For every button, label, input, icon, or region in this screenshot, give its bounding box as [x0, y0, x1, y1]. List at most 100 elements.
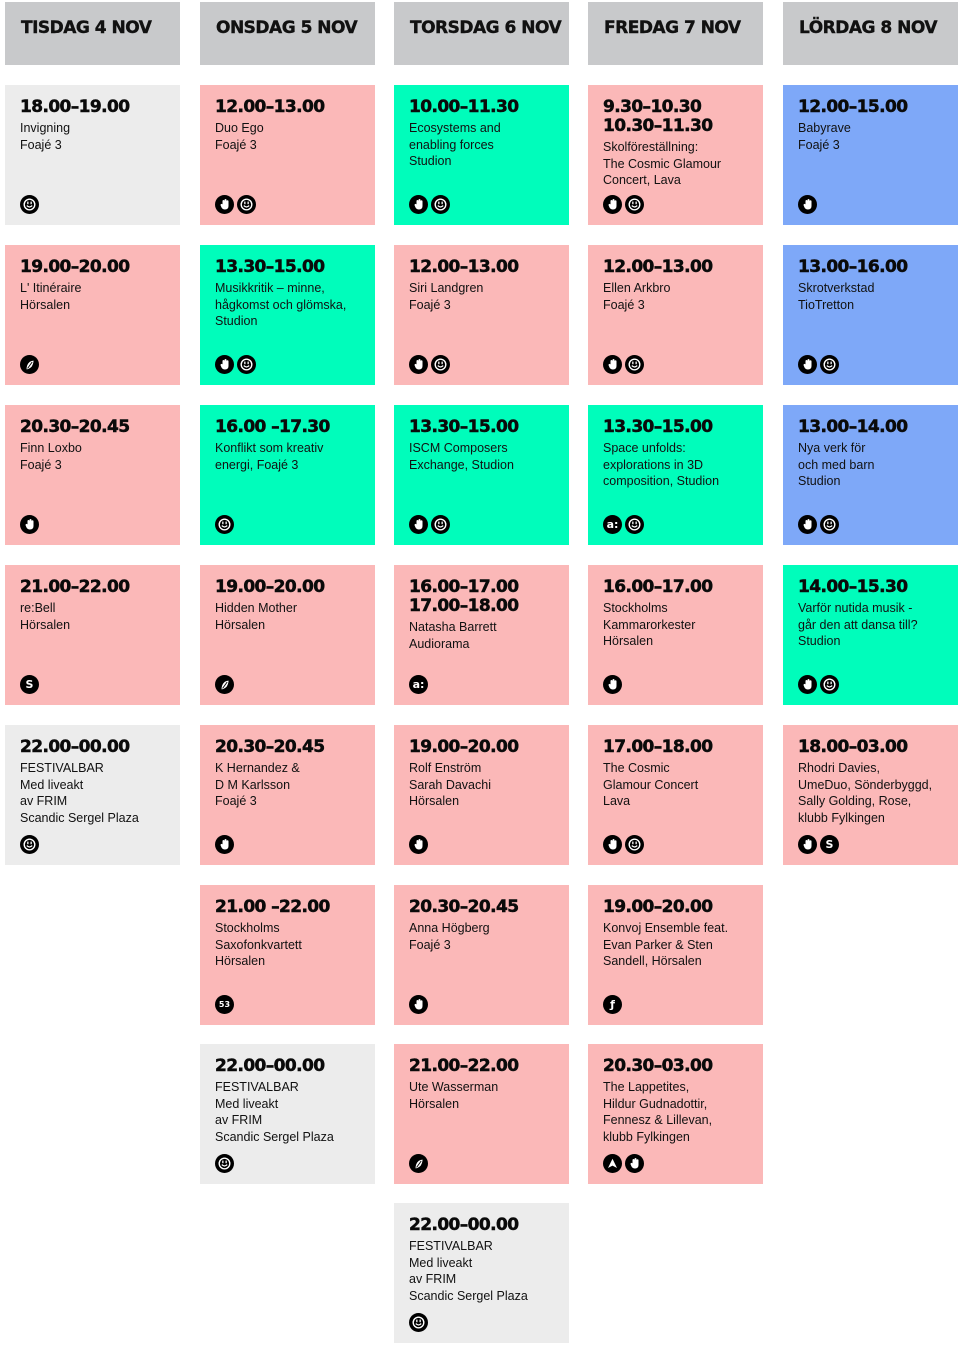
event-time: 19.00–20.00 — [409, 737, 520, 757]
hand-icon — [603, 675, 622, 694]
hand-icon — [603, 195, 622, 214]
day-header-label: TORSDAG 6 NOV — [410, 18, 562, 38]
event-title: Konvoj Ensemble feat. — [603, 921, 729, 935]
event-icons — [603, 1154, 644, 1173]
a-letter-icon: a: — [409, 675, 428, 694]
event-detail: av FRIM — [215, 1113, 263, 1127]
event-detail: Med liveakt — [409, 1255, 473, 1270]
event-detail: Foajé 3 — [409, 297, 451, 312]
event-detail: Hildur Gudnadottir, — [603, 1096, 708, 1111]
event-card[interactable]: 16.00 –17.30 Konflikt som kreativ energi, … — [200, 405, 375, 545]
event-icons — [215, 675, 234, 694]
hand-icon — [798, 835, 817, 854]
event-card[interactable]: 22.00–00.00 FESTIVALBAR Med liveakt av FRIM… — [5, 725, 180, 865]
event-card[interactable]: 20.30–20.45 Finn Loxbo Foajé 3 — [5, 405, 180, 545]
event-times: 13.00–14.00 — [798, 417, 948, 437]
event-icons — [215, 195, 256, 214]
event-card[interactable]: 19.00–20.00 Konvoj Ensemble feat. Evan Par… — [588, 885, 763, 1025]
event-card[interactable]: 12.00–13.00 Siri Landgren Foajé 3 — [394, 245, 569, 385]
event-card[interactable]: 16.00–17.00 17.00–18.00 Natasha Barrett Aud… — [394, 565, 569, 705]
hand-icon — [409, 995, 428, 1014]
event-card[interactable]: 13.30–15.00 Space unfolds: explorations in… — [588, 405, 763, 545]
event-time: 12.00–15.00 — [798, 97, 909, 117]
event-card[interactable]: 19.00–20.00 Rolf Enström Sarah Davachi Hörs… — [394, 725, 569, 865]
event-card[interactable]: 18.00–19.00 Invigning Foajé 3 — [5, 85, 180, 225]
fifty-three-icon: 53 — [215, 995, 234, 1014]
hand-icon — [409, 835, 428, 854]
event-time: 12.00–13.00 — [215, 97, 326, 117]
hand-icon — [603, 355, 622, 374]
event-card[interactable]: 12.00–15.00 Babyrave Foajé 3 — [783, 85, 958, 225]
event-card[interactable]: 13.30–15.00 Musikkritik – minne, hågkomst … — [200, 245, 375, 385]
event-card[interactable]: 18.00–03.00 Rhodri Davies, UmeDuo, Sönderb… — [783, 725, 958, 865]
event-detail: Glamour Concert — [603, 777, 699, 792]
event-card[interactable]: 21.00–22.00 Ute Wasserman Hörsalen — [394, 1044, 569, 1184]
event-title: Ecosystems and — [409, 121, 501, 135]
smiley-icon — [237, 195, 256, 214]
day-header: FREDAG 7 NOV — [588, 2, 763, 65]
event-detail: Sandell, Hörsalen — [603, 954, 702, 968]
event-detail: composition, Studion — [603, 474, 720, 488]
event-times: 16.00 –17.30 — [215, 417, 365, 437]
event-times: 18.00–19.00 — [20, 97, 170, 117]
event-detail: Hörsalen — [215, 954, 266, 968]
event-icons: S — [20, 675, 39, 694]
event-card[interactable]: 22.00–00.00 FESTIVALBAR Med liveakt av FRIM… — [200, 1044, 375, 1184]
event-card[interactable]: 20.30–20.45 K Hernandez & D M Karlsson Foaj… — [200, 725, 375, 865]
event-icons — [20, 515, 39, 534]
event-card[interactable]: 9.30–10.30 10.30–11.30 Skolföreställning: T… — [588, 85, 763, 225]
event-times: 18.00–03.00 — [798, 737, 948, 757]
event-detail: Scandic Sergel Plaza — [215, 1129, 334, 1144]
hand-icon — [625, 1154, 644, 1173]
event-times: 20.30–20.45 — [409, 897, 559, 917]
event-card[interactable]: 19.00–20.00 Hidden Mother Hörsalen — [200, 565, 375, 705]
event-detail: Med liveakt — [215, 1096, 279, 1111]
event-card[interactable]: 20.30–03.00 The Lappetites, Hildur Gudnado… — [588, 1044, 763, 1184]
event-card[interactable]: 12.00–13.00 Ellen Arkbro Foajé 3 — [588, 245, 763, 385]
event-icons: a: — [409, 675, 428, 694]
event-title: Ute Wasserman — [409, 1080, 499, 1094]
event-card[interactable]: 22.00–00.00 FESTIVALBAR Med liveakt av FRIM… — [394, 1203, 569, 1343]
event-detail: energi, Foajé 3 — [215, 457, 299, 472]
event-card[interactable]: 13.30–15.00 ISCM Composers Exchange, Studi… — [394, 405, 569, 545]
event-card[interactable]: 20.30–20.45 Anna Högberg Foajé 3 — [394, 885, 569, 1025]
event-detail: Studion — [215, 314, 258, 328]
event-detail: klubb Fylkingen — [603, 1129, 690, 1144]
event-title: Natasha Barrett — [409, 620, 497, 634]
event-detail: Hörsalen — [20, 297, 71, 312]
event-card[interactable]: 10.00–11.30 Ecosystems and enabling forces… — [394, 85, 569, 225]
event-card[interactable]: 14.00–15.30 Varför nutida musik - går den … — [783, 565, 958, 705]
event-time: 21.00–22.00 — [409, 1056, 520, 1076]
event-time: 16.00–17.00 — [409, 577, 520, 597]
event-time: 19.00–20.00 — [603, 897, 714, 917]
event-detail: Kammarorkester — [603, 617, 696, 632]
s-letter-icon: S — [820, 835, 839, 854]
event-detail: hågkomst och glömska, — [215, 297, 347, 312]
event-card[interactable]: 16.00–17.00 Stockholms Kammarorkester Hörsa… — [588, 565, 763, 705]
event-icons: ƒ — [603, 995, 622, 1014]
event-time: 19.00–20.00 — [20, 257, 131, 277]
event-detail: och med barn — [798, 457, 875, 472]
event-time: 22.00–00.00 — [20, 737, 131, 757]
event-icons — [409, 835, 428, 854]
event-card[interactable]: 21.00–22.00 re:Bell Hörsalen S — [5, 565, 180, 705]
event-times: 12.00–15.00 — [798, 97, 948, 117]
event-title: The Lappetites, — [603, 1080, 690, 1094]
event-icons — [798, 515, 839, 534]
event-times: 22.00–00.00 — [20, 737, 170, 757]
event-detail: av FRIM — [20, 794, 68, 808]
event-times: 19.00–20.00 — [20, 257, 170, 277]
event-icons — [409, 1313, 428, 1332]
event-title: Space unfolds: — [603, 441, 686, 455]
event-card[interactable]: 12.00–13.00 Duo Ego Foajé 3 — [200, 85, 375, 225]
smiley-icon — [409, 1313, 428, 1332]
event-times: 9.30–10.30 10.30–11.30 — [603, 97, 753, 136]
event-card[interactable]: 13.00–14.00 Nya verk för och med barn Studi… — [783, 405, 958, 545]
event-card[interactable]: 13.00–16.00 Skrotverkstad TioTretton — [783, 245, 958, 385]
day-header-label: TISDAG 4 NOV — [21, 18, 152, 38]
fleur-icon — [409, 1154, 428, 1173]
event-card[interactable]: 17.00–18.00 The Cosmic Glamour Concert Lava — [588, 725, 763, 865]
event-card[interactable]: 19.00–20.00 L' Itinéraire Hörsalen — [5, 245, 180, 385]
event-card[interactable]: 21.00 –22.00 Stockholms Saxofonkvartett Hör… — [200, 885, 375, 1025]
event-title: L' Itinéraire — [20, 281, 82, 295]
